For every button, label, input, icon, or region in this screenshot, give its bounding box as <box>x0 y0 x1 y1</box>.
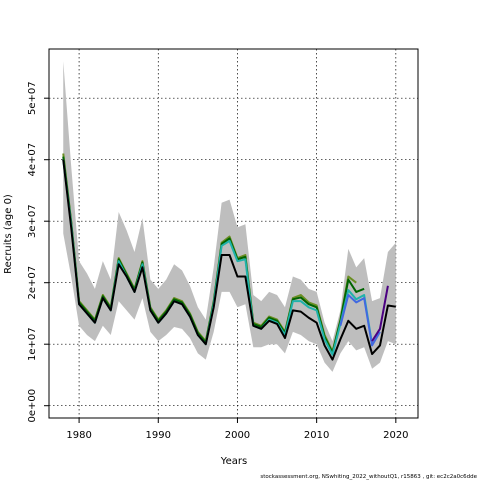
x-tick-label-1: 1990 <box>146 430 171 441</box>
series-line-5 <box>62 159 396 361</box>
y-axis: 0e+00 1e+07 2e+07 3e+07 4e+07 5e+07 <box>27 81 49 423</box>
series-line-3 <box>339 294 381 347</box>
x-tick-label-3: 2010 <box>304 430 329 441</box>
plot-frame <box>48 48 419 419</box>
series-layer <box>62 153 396 361</box>
x-tick-label-0: 1980 <box>66 430 91 441</box>
y-tick-label-5: 5e+07 <box>27 81 38 115</box>
x-axis: 1980 1990 2000 2010 2020 <box>66 418 409 441</box>
x-axis-title: Years <box>220 456 247 467</box>
y-tick-label-2: 2e+07 <box>27 266 38 300</box>
x-tick-label-4: 2020 <box>383 430 408 441</box>
series-line-4 <box>371 285 389 342</box>
x-tick-label-2: 2000 <box>225 430 250 441</box>
footer-credit: stockassessment.org, NSwhiting_2022_with… <box>260 474 477 480</box>
y-axis-title: Recruits (age 0) <box>3 194 14 274</box>
y-tick-label-1: 1e+07 <box>27 327 38 361</box>
y-tick-label-3: 3e+07 <box>27 204 38 238</box>
y-tick-label-4: 4e+07 <box>27 143 38 177</box>
grid-lines <box>49 49 418 418</box>
y-tick-label-0: 0e+00 <box>27 389 38 423</box>
